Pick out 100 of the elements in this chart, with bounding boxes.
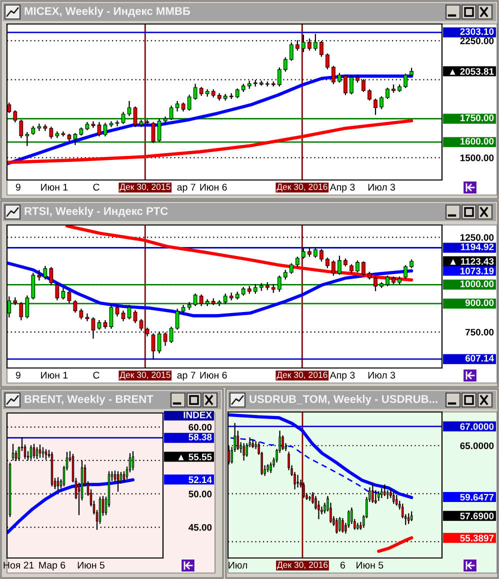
- x-tick-label: Июн 5: [78, 562, 104, 569]
- candlestick: [43, 266, 48, 280]
- candlestick: [374, 98, 378, 115]
- y-tick-label: 55.3897: [460, 534, 494, 542]
- y-tick-label: 65.0000: [460, 442, 494, 450]
- candlestick: [302, 34, 306, 52]
- candlestick: [163, 116, 168, 124]
- line-series: [377, 536, 414, 553]
- y-tick-label: 57.6900: [460, 512, 494, 520]
- line-series: [7, 119, 414, 164]
- x-tick-label: Апр 3: [330, 372, 355, 381]
- candlestick: [49, 267, 54, 286]
- candlestick: [61, 288, 66, 300]
- candlestick: [356, 260, 360, 272]
- candlestick: [85, 313, 90, 322]
- candlestick: [55, 283, 60, 300]
- candlestick: [19, 120, 24, 138]
- chart-title: BRENT, Weekly - BRENT: [24, 394, 154, 406]
- chart-title: USDRUB_TOM, Weekly - USDRUB...: [250, 394, 438, 406]
- candlestick: [103, 122, 108, 136]
- y-tick-label: 750.00: [466, 328, 494, 336]
- candlestick: [157, 331, 162, 354]
- candlestick: [283, 57, 288, 72]
- x-tick-label: Июл 3: [368, 184, 396, 191]
- candlestick: [326, 258, 330, 268]
- candlestick: [380, 96, 384, 110]
- candlestick: [386, 276, 390, 286]
- candlestick: [157, 118, 162, 142]
- candlestick: [115, 304, 120, 316]
- candlestick: [374, 276, 378, 292]
- candlestick: [386, 88, 390, 99]
- y-tick-label: 1250.00: [460, 234, 494, 241]
- ref-line-label: 2303.10: [460, 28, 494, 35]
- candlestick: [368, 89, 372, 101]
- ref-line-label: 1000.00: [460, 280, 494, 288]
- x-tick-label: Июл 3: [368, 372, 396, 379]
- ref-line-label: 1194.92: [460, 244, 494, 250]
- y-tick-label: ▲ 55.55: [178, 454, 212, 460]
- line-series: [228, 413, 414, 500]
- candlestick: [13, 110, 18, 122]
- y-tick-label: 45.00: [188, 524, 212, 531]
- y-tick-label: 60.00: [188, 424, 212, 431]
- x-tick-label: Дек 30, 2015: [120, 184, 170, 192]
- candlestick: [127, 100, 132, 116]
- y-tick-label: 1500.00: [460, 154, 494, 162]
- candlestick: [199, 294, 204, 306]
- candlestick: [139, 319, 144, 331]
- y-tick-label: ▲ 1123.43: [450, 258, 494, 265]
- candlestick: [133, 310, 138, 324]
- candlestick: [289, 263, 294, 274]
- x-tick-label: 9: [16, 372, 20, 379]
- candlestick: [332, 260, 336, 276]
- candlestick: [362, 261, 366, 276]
- candlestick: [37, 270, 42, 280]
- candlestick: [19, 302, 24, 320]
- x-tick-label: С: [93, 372, 100, 379]
- candlestick: [91, 121, 96, 128]
- candlestick: [67, 290, 72, 304]
- candlestick: [25, 132, 30, 146]
- x-tick-label: 9: [16, 184, 20, 191]
- candlestick: [25, 295, 30, 318]
- y-tick-label: 1073.19: [460, 268, 494, 274]
- x-tick-label: Ноя 21: [4, 562, 34, 569]
- candlestick: [223, 294, 228, 304]
- ref-line-label: 1600.00: [460, 138, 494, 145]
- text: INDEX: [184, 412, 212, 418]
- y-tick-label: 59.6477: [460, 494, 494, 501]
- y-tick-label: 50.00: [188, 490, 212, 498]
- candlestick: [187, 94, 192, 111]
- x-tick-label: Мар 6: [39, 562, 66, 571]
- x-tick-label: Июн 1: [41, 184, 68, 191]
- candlestick: [175, 308, 180, 330]
- x-tick-label: 6: [340, 562, 345, 569]
- y-tick-label: ▲ 2053.81: [450, 68, 494, 75]
- line-series: [7, 262, 414, 318]
- ref-line-label: 58.38: [188, 434, 212, 440]
- x-tick-label: Апр 3: [330, 184, 355, 193]
- candlestick: [121, 112, 126, 124]
- x-tick-label: Июн 5: [356, 562, 384, 569]
- y-tick-label: 2250.00: [460, 38, 494, 44]
- candlestick: [193, 84, 198, 100]
- candlestick: [314, 247, 318, 258]
- chart-title: MICEX, Weekly - Индекс ММВБ: [24, 6, 190, 18]
- candlestick: [326, 53, 330, 70]
- x-tick-label: Июн 6: [200, 184, 227, 191]
- candlestick: [133, 106, 138, 128]
- candlestick: [277, 276, 282, 292]
- x-tick-label: Июл: [228, 562, 248, 569]
- candlestick: [73, 300, 78, 313]
- ref-line-label: 607.14: [465, 354, 494, 362]
- candlestick: [295, 256, 300, 268]
- x-tick-label: Июн 1: [41, 372, 68, 379]
- x-tick-label: С: [93, 184, 100, 191]
- candlestick: [97, 122, 102, 136]
- candlestick: [404, 265, 408, 279]
- ref-line-label: 900.00: [465, 299, 494, 306]
- candlestick: [31, 272, 36, 300]
- candlestick: [338, 256, 342, 275]
- x-tick-label: Июн 6: [200, 372, 227, 379]
- candlestick: [193, 294, 198, 306]
